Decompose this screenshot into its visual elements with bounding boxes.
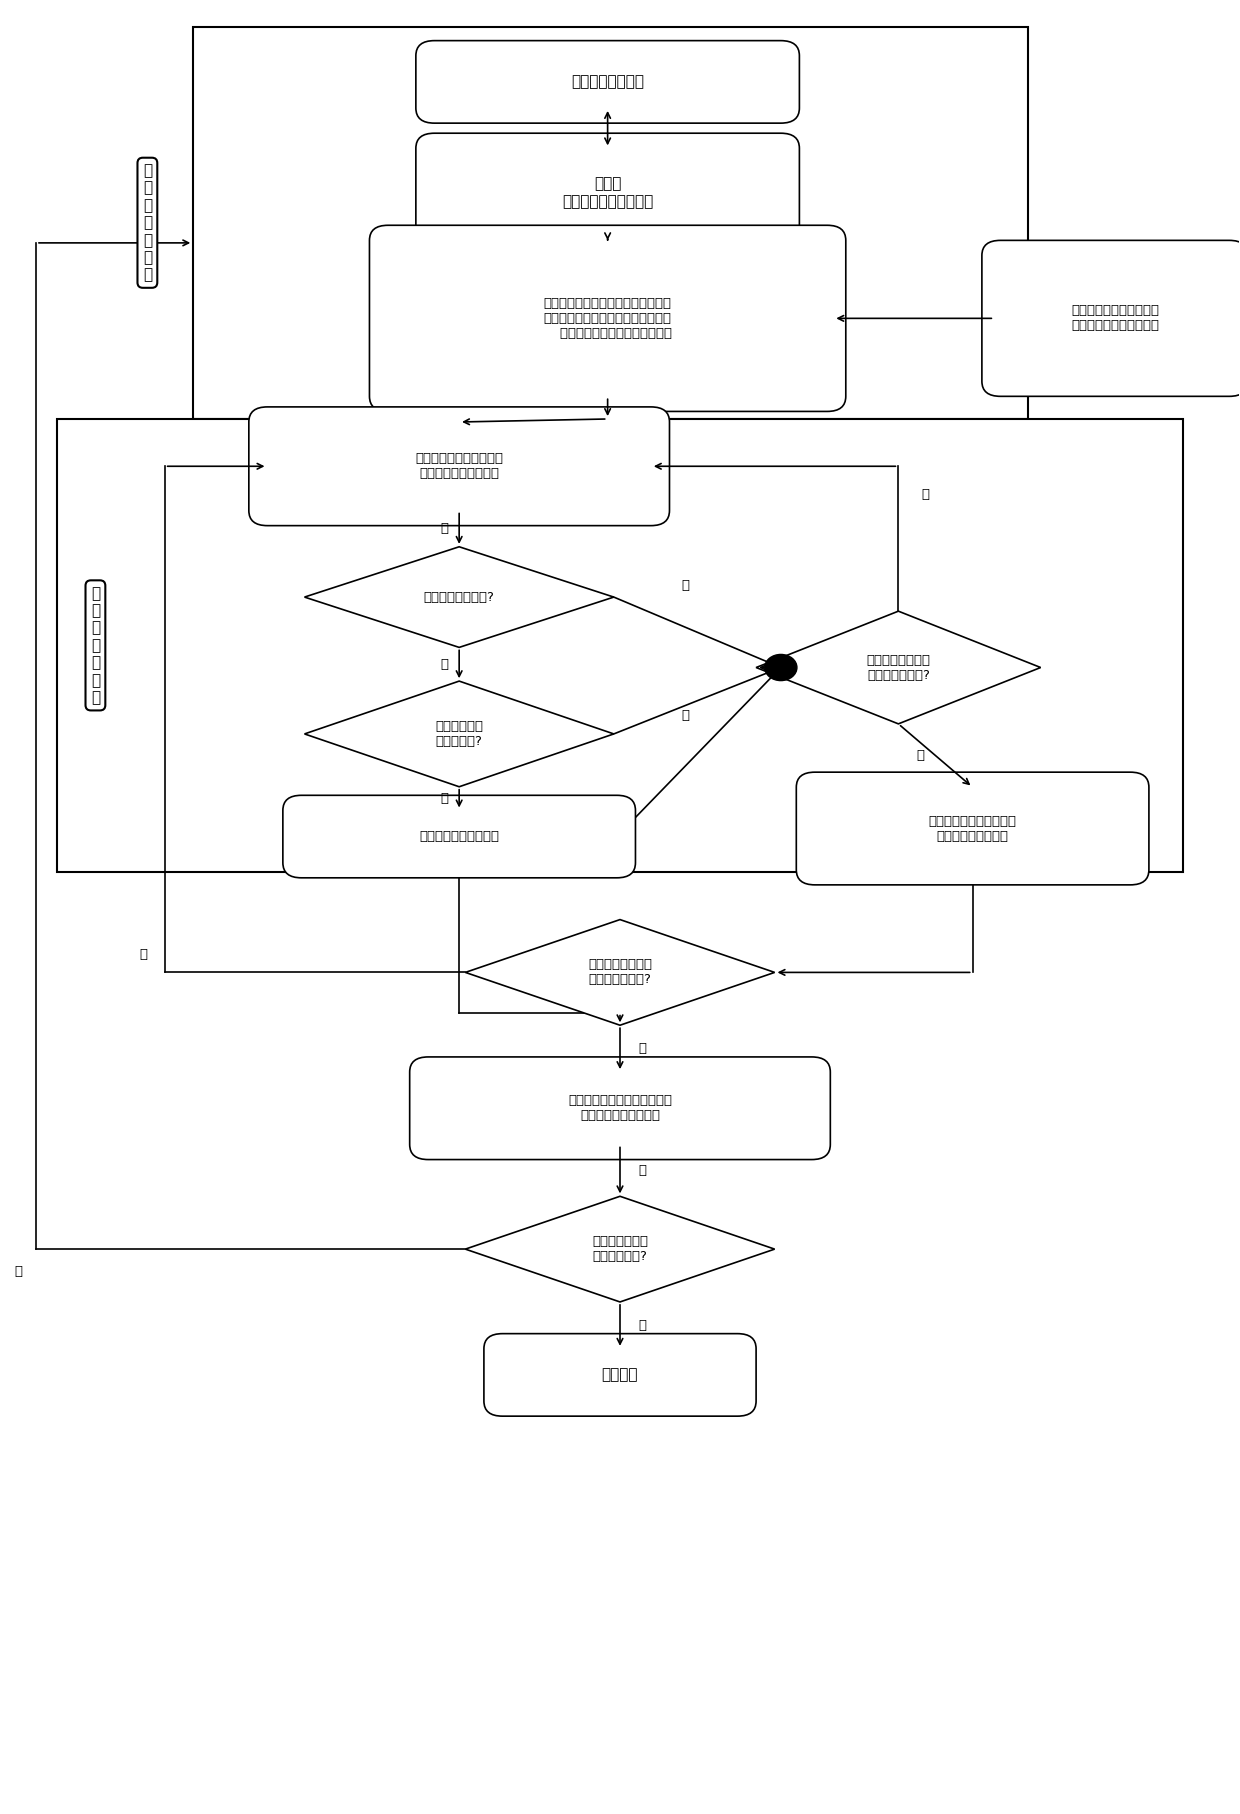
Text: 否: 否 — [15, 1264, 22, 1277]
FancyBboxPatch shape — [982, 241, 1240, 395]
Polygon shape — [305, 680, 614, 787]
FancyBboxPatch shape — [193, 27, 1028, 419]
Text: 是: 是 — [639, 1041, 646, 1056]
Polygon shape — [465, 1195, 775, 1302]
FancyBboxPatch shape — [249, 406, 670, 526]
Text: 识别对流云团，计算每个云团的形态
学特征（形心、重心、面积、形态比
    等），并给每一个云团唯一标识: 识别对流云团，计算每个云团的形态 学特征（形心、重心、面积、形态比 等），并给每… — [543, 297, 672, 339]
Circle shape — [765, 655, 797, 680]
Text: 输出当前云图中的云团信息，
并把当前图设置成旧图: 输出当前云图中的云团信息， 并把当前图设置成旧图 — [568, 1094, 672, 1123]
Text: 强
对
流
云
团
识
别: 强 对 流 云 团 识 别 — [143, 163, 153, 283]
Text: 依据识别标准：亮温阈值
及其覆盖范围、持续时间: 依据识别标准：亮温阈值 及其覆盖范围、持续时间 — [1071, 305, 1159, 332]
Text: 否: 否 — [681, 709, 689, 722]
Text: 当前文件是否为
最后一个文件?: 当前文件是否为 最后一个文件? — [591, 1235, 649, 1263]
Text: 强
对
流
云
团
追
踪: 强 对 流 云 团 追 踪 — [91, 586, 100, 706]
Text: 否: 否 — [921, 488, 930, 501]
Text: 是: 是 — [440, 658, 449, 671]
Text: 是: 是 — [916, 749, 925, 762]
FancyBboxPatch shape — [409, 1058, 831, 1159]
Text: 程序结束: 程序结束 — [601, 1368, 639, 1382]
FancyBboxPatch shape — [415, 40, 800, 123]
Text: 否: 否 — [140, 947, 148, 961]
Text: 读取新的云图文件: 读取新的云图文件 — [572, 74, 644, 89]
FancyBboxPatch shape — [283, 795, 635, 878]
Text: 计算综合亮温相关系数: 计算综合亮温相关系数 — [419, 831, 500, 844]
Text: 是: 是 — [639, 1319, 646, 1331]
FancyBboxPatch shape — [796, 773, 1149, 885]
Text: 是否比较完当前时
次所有目标云团?: 是否比较完当前时 次所有目标云团? — [588, 958, 652, 987]
FancyBboxPatch shape — [370, 225, 846, 412]
Text: 找出满足标准的最大亮温
相关系数，完成追踪: 找出满足标准的最大亮温 相关系数，完成追踪 — [929, 814, 1017, 842]
Polygon shape — [756, 611, 1040, 724]
Text: 是: 是 — [639, 1165, 646, 1177]
Text: 预处理
（孤点、奇异值处理）: 预处理 （孤点、奇异值处理） — [562, 176, 653, 209]
FancyBboxPatch shape — [57, 419, 1183, 873]
Text: 是否满足面积
变化率匹配?: 是否满足面积 变化率匹配? — [435, 720, 484, 747]
Text: 是否比较完上一时
次所有目标云团?: 是否比较完上一时 次所有目标云团? — [867, 653, 930, 682]
FancyBboxPatch shape — [484, 1333, 756, 1417]
Polygon shape — [305, 546, 614, 648]
Text: 比较当前云图与上一时次
云图中的两个目标云团: 比较当前云图与上一时次 云图中的两个目标云团 — [415, 452, 503, 481]
Text: 是否满足距离匹配?: 是否满足距离匹配? — [424, 591, 495, 604]
Text: 是: 是 — [440, 522, 449, 535]
FancyBboxPatch shape — [415, 132, 800, 252]
Text: 是: 是 — [440, 793, 449, 805]
Text: 否: 否 — [681, 579, 689, 591]
Polygon shape — [465, 920, 775, 1025]
